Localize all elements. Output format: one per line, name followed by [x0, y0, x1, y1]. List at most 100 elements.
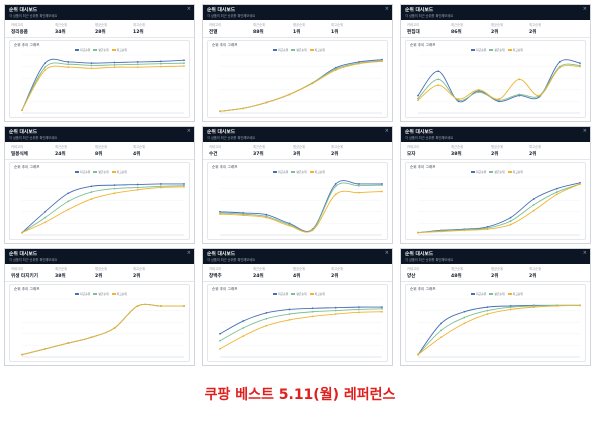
data-point: [486, 313, 489, 315]
panel-header: 순위 대시보드 각 상품의 최근 순위를 확인해보세요 ×: [5, 5, 194, 20]
data-point: [265, 216, 268, 219]
stat-value: 정리용품: [11, 30, 28, 35]
data-point: [136, 63, 139, 66]
series-line: [219, 308, 383, 342]
data-point: [357, 62, 360, 65]
panel-title: 순위 대시보드: [207, 8, 236, 13]
stat-value: 2위: [529, 152, 537, 157]
series-line: [417, 63, 581, 101]
series-line: [417, 183, 581, 234]
legend-swatch: [291, 293, 296, 295]
line-chart: [21, 54, 185, 114]
data-point: [381, 307, 383, 310]
series-line: [21, 65, 185, 111]
legend-label: 최근순위: [476, 170, 487, 174]
stat-label: 최근순위: [55, 23, 68, 27]
panel-title: 순위 대시보드: [207, 130, 236, 135]
stats-row: 카테고리 위생 타지키기 최근순위 38위 평균순위 2위 최고순위 2위: [5, 264, 194, 282]
data-point: [219, 110, 221, 113]
data-point: [555, 191, 558, 193]
chart-title: 순위 추이 그래프: [14, 165, 40, 169]
close-icon[interactable]: ×: [384, 250, 389, 256]
stat-item: 카테고리 편집대: [407, 22, 420, 35]
stat-item: 카테고리 밀봉식체: [11, 144, 28, 157]
series-line: [21, 303, 184, 356]
stat-value: 창백추: [209, 274, 222, 279]
stats-row: 카테고리 양산 최근순위 48위 평균순위 2위 최고순위 2위: [401, 264, 590, 282]
stats-row: 카테고리 전열 최근순위 88위 평균순위 1위 최고순위 1위: [203, 20, 392, 38]
close-icon[interactable]: ×: [186, 6, 191, 12]
stat-value: 2위: [331, 152, 339, 157]
data-point: [417, 97, 419, 100]
data-point: [44, 62, 47, 65]
data-point: [509, 216, 512, 219]
close-icon[interactable]: ×: [384, 6, 389, 12]
stat-value: 2위: [491, 152, 499, 157]
series-line: [219, 180, 382, 232]
stats-row: 카테고리 모자 최근순위 38위 평균순위 2위 최고순위 2위: [401, 142, 590, 160]
stat-value: 3위: [293, 152, 301, 157]
close-icon[interactable]: ×: [186, 250, 191, 256]
series-line: [417, 304, 581, 356]
chart-card: 순위 추이 그래프 최근순위 평균순위 최고순위: [9, 40, 190, 118]
legend-swatch: [93, 171, 98, 173]
stat-value: 38위: [55, 274, 66, 279]
data-point: [136, 61, 139, 63]
data-point: [486, 309, 489, 312]
panel-header: 순위 대시보드 각 상품의 최근 순위를 확인해보세요 ×: [401, 5, 590, 20]
data-point: [67, 208, 70, 211]
data-point: [113, 61, 116, 64]
stat-item: 최근순위 34위: [55, 22, 67, 35]
stat-item: 최고순위 2위: [331, 144, 343, 157]
footer-caption: 쿠팡 베스트 5.11(월) 레퍼런스: [204, 387, 396, 403]
data-point: [113, 63, 116, 66]
chart-card: 순위 추이 그래프 최근순위 평균순위 최고순위: [207, 284, 388, 362]
close-icon[interactable]: ×: [582, 128, 587, 134]
stats-row: 카테고리 정리용품 최근순위 34위 평균순위 28위 최고순위 12위: [5, 20, 194, 38]
chart-card: 순위 추이 그래프 최근순위 평균순위 최고순위: [9, 162, 190, 240]
series-line: [219, 60, 383, 112]
close-icon[interactable]: ×: [582, 6, 587, 12]
stat-label: 최근순위: [253, 23, 266, 27]
close-icon[interactable]: ×: [186, 128, 191, 134]
legend-swatch: [111, 49, 116, 51]
data-point: [90, 191, 93, 193]
legend-swatch: [291, 49, 296, 51]
stat-label: 최고순위: [133, 267, 146, 271]
stat-label: 카테고리: [209, 267, 222, 271]
panel-header: 순위 대시보드 각 상품의 최근 순위를 확인해보세요 ×: [203, 127, 392, 142]
series-line: [219, 306, 383, 335]
panel-title: 순위 대시보드: [405, 8, 434, 13]
stat-label: 최고순위: [529, 23, 542, 27]
legend-swatch: [291, 171, 296, 173]
data-point: [477, 88, 480, 91]
series-line: [21, 183, 185, 234]
stat-value: 전열: [209, 30, 218, 35]
data-point: [440, 322, 443, 325]
close-icon[interactable]: ×: [384, 128, 389, 134]
data-point: [509, 220, 512, 222]
data-point: [538, 94, 541, 97]
data-point: [67, 200, 70, 203]
data-point: [357, 184, 360, 187]
data-point: [67, 342, 70, 344]
stats-row: 카테고리 창백추 최근순위 24위 평균순위 4위 최고순위 2위: [203, 264, 392, 282]
stat-item: 최근순위 88위: [253, 22, 265, 35]
panel-title: 순위 대시보드: [9, 252, 38, 257]
stat-label: 최근순위: [451, 267, 464, 271]
chart-legend: 최근순위 평균순위 최고순위: [208, 170, 387, 174]
stat-label: 최고순위: [331, 145, 344, 149]
line-chart: [417, 176, 581, 236]
stat-label: 평균순위: [293, 145, 306, 149]
stat-label: 평균순위: [491, 23, 504, 27]
data-point: [44, 347, 47, 350]
chart-legend: 최근순위 평균순위 최고순위: [10, 48, 189, 52]
close-icon[interactable]: ×: [582, 250, 587, 256]
stat-value: 12위: [133, 30, 144, 35]
line-chart: [219, 176, 383, 236]
panel-title: 순위 대시보드: [9, 130, 38, 135]
stat-item: 최근순위 48위: [451, 266, 463, 279]
stat-label: 평균순위: [95, 145, 108, 149]
stat-label: 최근순위: [253, 267, 266, 271]
